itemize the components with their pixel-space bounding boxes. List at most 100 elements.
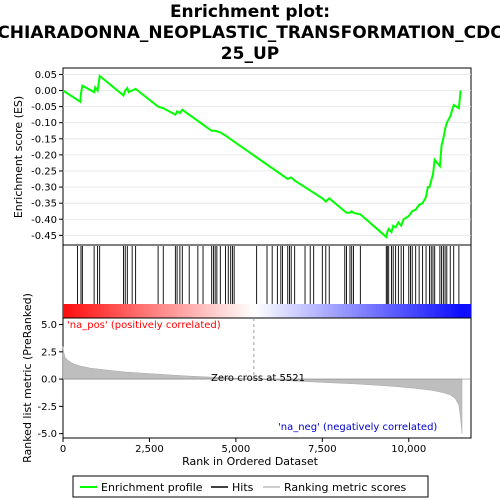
color-bar-segment [267,304,271,318]
color-bar-segment [304,304,309,318]
color-bar-segment [100,304,105,318]
color-bar-segment [239,304,244,318]
color-bar-segment [120,304,125,318]
color-bar-segment [362,304,366,318]
color-bar-segment [141,304,145,318]
color-bar-segment [253,304,258,318]
color-bar-segment [83,304,88,318]
es-y-tick-label: -0.10 [31,118,57,129]
x-axis: 0 2,500 5,000 7,500 10,000 [60,438,426,455]
color-bar-segment [168,304,173,318]
ranking-metric-area [62,346,463,434]
metric-y-tick-label: 2.5 [41,347,57,358]
color-bar-segment [192,304,196,318]
chart-title-line-2: CHIARADONNA_NEOPLASTIC_TRANSFORMATION_CD… [0,23,500,43]
es-y-tick-label: 0.00 [35,86,57,97]
es-y-tick-label: -0.15 [31,134,57,145]
color-bar-segment [467,304,472,318]
positive-correlation-label: 'na_pos' (positively correlated) [67,320,221,331]
es-y-axis-label: Enrichment score (ES) [12,96,25,218]
color-bar-segment [396,304,400,318]
color-bar-segment [202,304,207,318]
color-bar-segment [443,304,448,318]
color-bar-segment [63,304,67,318]
color-bar-segment [219,304,224,318]
color-bar-segment [171,304,176,318]
color-bar-segment [426,304,431,318]
color-bar-segment [188,304,193,318]
color-bar-segment [355,304,360,318]
color-bar-segment [440,304,445,318]
color-bar-segment [294,304,298,318]
color-bar-segment [277,304,281,318]
color-bar-segment [236,304,241,318]
es-y-tick-label: -0.25 [31,166,57,177]
color-bar-segment [124,304,128,318]
metric-y-axis-label: Ranked list metric (PreRanked) [21,293,34,463]
color-bar-segment [450,304,455,318]
color-bar-segment [127,304,132,318]
color-bar-segment [403,304,407,318]
color-bar-segment [280,304,285,318]
color-bar-segment [246,304,251,318]
color-bar-segment [389,304,394,318]
color-bar-segment [307,304,312,318]
color-bar-segment [226,304,230,318]
color-bar-segment [134,304,139,318]
x-axis-label: Rank in Ordered Dataset [182,455,319,468]
color-bar-segment [256,304,261,318]
color-bar-segment [392,304,397,318]
color-bar-segment [144,304,149,318]
color-bar-segment [195,304,200,318]
es-y-tick-label: -0.45 [31,231,57,242]
es-y-tick-label: -0.20 [31,150,57,161]
color-bar-segment [263,304,268,318]
metric-y-axis: 5.0 2.5 0.0 -2.5 -5.0 [37,320,63,440]
color-bar-segment [233,304,237,318]
zero-cross-label: Zero cross at 5521 [211,373,305,384]
color-bar-segment [338,304,343,318]
negative-correlation-label: 'na_neg' (negatively correlated) [278,422,437,433]
color-bar-segment [199,304,203,318]
es-y-axis: 0.05 0.00 -0.05 -0.10 -0.15 -0.20 -0.25 -0.30 -0… [31,70,63,242]
color-bar-segment [386,304,390,318]
color-bar-segment [229,304,234,318]
color-bar-segment [301,304,305,318]
color-bar-segment [297,304,302,318]
color-bar-segment [73,304,77,318]
color-bar-segment [103,304,108,318]
color-bar-segment [423,304,428,318]
es-y-tick-label: -0.35 [31,199,57,210]
color-bar-segment [80,304,84,318]
color-bar-segment [331,304,336,318]
es-y-tick-label: -0.05 [31,102,57,113]
color-bar-segment [182,304,186,318]
color-bar-segment [437,304,441,318]
legend-metric-label: Ranking metric scores [284,481,406,494]
enrichment-profile-line [62,74,462,239]
color-bar-segment [352,304,356,318]
color-bar-segment [158,304,162,318]
color-bar-segment [372,304,377,318]
color-bar-segment [97,304,101,318]
es-y-tick-label: -0.40 [31,215,57,226]
color-bar-segment [110,304,115,318]
color-bar-segment [365,304,370,318]
color-bar-segment [328,304,332,318]
color-bar-segment [69,304,74,318]
legend-box [72,475,429,498]
color-bar-segment [216,304,220,318]
x-tick-label: 0 [60,444,66,455]
color-bar-segment [409,304,414,318]
legend-hits-label: Hits [232,481,254,494]
color-bar-segment [222,304,227,318]
color-bar-segment [175,304,179,318]
color-bar-segment [260,304,264,318]
color-bar-segment [209,304,213,318]
color-bar-segment [314,304,319,318]
color-bar-segment [321,304,326,318]
color-bar-segment [148,304,152,318]
x-tick-label: 2,500 [135,444,164,455]
metric-y-tick-label: 0.0 [41,375,57,386]
color-bar-segment [165,304,169,318]
